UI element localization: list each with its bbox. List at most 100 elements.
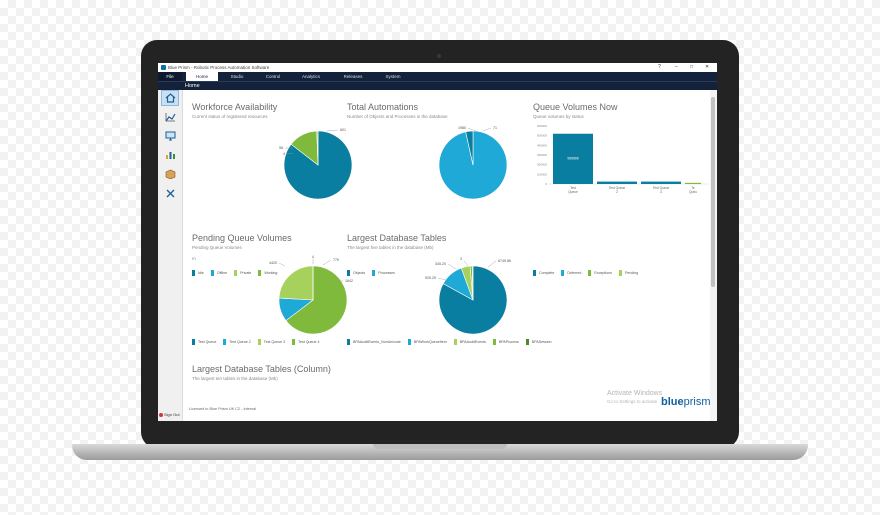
pending-corner-label: m — [192, 256, 196, 261]
workforce-legend-label: Working — [264, 271, 278, 275]
scrollbar-thumb[interactable] — [711, 97, 715, 287]
pending-legend-item-test-queue[interactable]: Test Queue — [192, 339, 216, 345]
workforce-legend-item-offline[interactable]: Offline — [210, 270, 228, 276]
pending-leader-line — [322, 259, 332, 266]
queue-volumes-x-tick: Queue — [568, 190, 578, 194]
queue-volumes-x-tick: Test — [570, 186, 576, 190]
queue-volumes-y-tick: 100000 — [537, 172, 547, 176]
queue-volumes-legend: Complete Deferred Exceptions Pending — [533, 270, 638, 276]
close-button[interactable]: ✕ — [705, 64, 710, 70]
queue-volumes-y-tick: 200000 — [537, 163, 547, 167]
pending-pie-chart[interactable]: 4420 770 1642 4 — [223, 255, 353, 341]
menu-analytics[interactable]: Analytics — [301, 74, 320, 79]
workforce-pie-chart[interactable]: 601 984 — [223, 120, 353, 206]
menu-file[interactable]: File — [158, 72, 182, 81]
largest-column-subtitle: The largest ten tables in the database (… — [192, 376, 278, 381]
maximize-button[interactable]: □ — [690, 64, 694, 70]
sidebar-item-system[interactable] — [161, 185, 179, 201]
pending-data-label: 4420 — [269, 261, 277, 265]
largest-legend-swatch — [453, 339, 457, 345]
queue-volumes-y-tick: 300000 — [537, 153, 547, 157]
queue-volumes-y-tick: 500000 — [537, 134, 547, 138]
queue-volumes-bar-test-queue-2[interactable] — [597, 181, 637, 184]
help-button[interactable]: ? — [658, 64, 661, 70]
pending-slice-test-queue-3[interactable] — [278, 265, 314, 301]
workforce-legend-label: Private — [240, 271, 252, 275]
largest-legend-item-bpaprocess[interactable]: BPAProcess — [492, 339, 519, 345]
sidebar-item-releases[interactable] — [161, 166, 179, 182]
menu-home[interactable]: Home — [186, 72, 218, 81]
largest-legend: BPAAuditEvents_NonUnicode BPAWorkQueueIte… — [347, 339, 552, 345]
queue-volumes-bar-te-queu[interactable] — [685, 182, 701, 184]
pending-slice-test-queue[interactable] — [285, 265, 348, 335]
sign-out-link[interactable]: Sign Out — [159, 412, 180, 417]
package-icon — [165, 169, 175, 179]
breadcrumb: Home — [185, 83, 200, 89]
queue-volumes-x-tick: Test Queue — [609, 186, 626, 190]
power-icon — [159, 412, 163, 417]
queue-volumes-legend-label: Deferred — [567, 271, 582, 275]
sidebar-item-analytics[interactable] — [161, 147, 179, 163]
activate-windows-subtitle: Go to Settings to activate — [607, 399, 658, 404]
queue-volumes-bar-chart[interactable]: 600000 500000 400000 300000 200000 100000 0 Tes… — [533, 122, 709, 202]
workforce-legend-item-idle[interactable]: Idle — [192, 270, 204, 276]
queue-volumes-y-tick: 600000 — [537, 124, 547, 128]
app-logo-icon — [161, 65, 166, 70]
menu-control[interactable]: Control — [265, 74, 281, 79]
queue-volumes-bar-test-queue[interactable] — [553, 133, 593, 184]
laptop-notch — [373, 444, 507, 449]
pending-data-label: 1642 — [345, 279, 353, 283]
queue-volumes-legend-item-pending[interactable]: Pending — [618, 270, 638, 276]
queue-volumes-legend-item-complete[interactable]: Complete — [533, 270, 554, 276]
largest-title: Largest Database Tables — [347, 233, 447, 243]
sidebar-item-home[interactable] — [161, 90, 179, 106]
automations-legend-item-objects[interactable]: Objects — [347, 270, 365, 276]
workforce-legend-item-working[interactable]: Working — [258, 270, 277, 276]
automations-slice-processes[interactable] — [465, 130, 474, 166]
queue-volumes-legend-swatch — [588, 270, 592, 276]
largest-legend-label: BPASession — [531, 340, 552, 344]
largest-legend-label: BPAWorkQueueItem — [413, 340, 447, 344]
workforce-legend-swatch — [258, 270, 262, 276]
largest-legend-swatch — [407, 339, 411, 345]
largest-legend-item-bpaauditevents[interactable]: BPAAuditEvents — [453, 339, 486, 345]
minimize-button[interactable]: – — [675, 64, 678, 70]
activate-windows-title: Activate Windows — [607, 390, 663, 397]
queue-volumes-legend-swatch — [561, 270, 565, 276]
pending-legend-item-test-queue-2[interactable]: Test Queue 2 — [223, 339, 251, 345]
queue-volumes-bar-test-queue-3[interactable] — [641, 181, 681, 184]
menu-studio[interactable]: Studio — [230, 74, 244, 79]
largest-slice-bpasession[interactable] — [471, 265, 474, 301]
workforce-data-label: 98 — [279, 146, 283, 150]
pending-legend-item-test-queue-3[interactable]: Test Queue 3 — [257, 339, 285, 345]
bar-chart-icon — [165, 152, 175, 159]
largest-legend-item-bpasession[interactable]: BPASession — [525, 339, 552, 345]
largest-legend-item-bpaauditevents-nonunicode[interactable]: BPAAuditEvents_NonUnicode — [347, 339, 401, 345]
menu-system[interactable]: System — [385, 74, 401, 79]
largest-legend-item-bpaworkqueueitem[interactable]: BPAWorkQueueItem — [407, 339, 447, 345]
workforce-legend-label: Offline — [216, 271, 228, 275]
largest-legend-swatch — [492, 339, 496, 345]
workforce-slice-working[interactable] — [316, 130, 319, 166]
automations-legend-item-processes[interactable]: Processes — [372, 270, 395, 276]
largest-leader-line — [463, 260, 469, 267]
automations-legend: Objects Processes — [347, 270, 395, 276]
pending-legend-label: Test Queue 4 — [298, 340, 320, 344]
sidebar-item-studio[interactable] — [161, 109, 179, 125]
automations-data-label: 71 — [493, 126, 497, 130]
largest-legend-label: BPAAuditEvents_NonUnicode — [353, 340, 401, 344]
workforce-legend-item-private[interactable]: Private — [234, 270, 251, 276]
automations-leader-line — [467, 127, 479, 133]
menu-releases[interactable]: Releases — [343, 74, 363, 79]
workforce-data-label: 4 — [283, 152, 285, 156]
queue-volumes-legend-item-deferred[interactable]: Deferred — [561, 270, 581, 276]
pending-legend-swatch — [292, 339, 296, 345]
queue-volumes-y-tick: 400000 — [537, 143, 547, 147]
window-title: Blue Prism - Robotic Process Automation … — [168, 65, 270, 70]
queue-volumes-legend-item-exceptions[interactable]: Exceptions — [588, 270, 612, 276]
pending-legend-item-test-queue-4[interactable]: Test Queue 4 — [292, 339, 320, 345]
largest-pie-chart[interactable]: 6749.86 925.25 345.20 3 — [388, 255, 518, 341]
queue-volumes-y-tick: 0 — [545, 182, 547, 186]
automations-pie-chart[interactable]: 1980 71 — [388, 120, 518, 206]
sidebar-item-control[interactable] — [161, 128, 179, 144]
